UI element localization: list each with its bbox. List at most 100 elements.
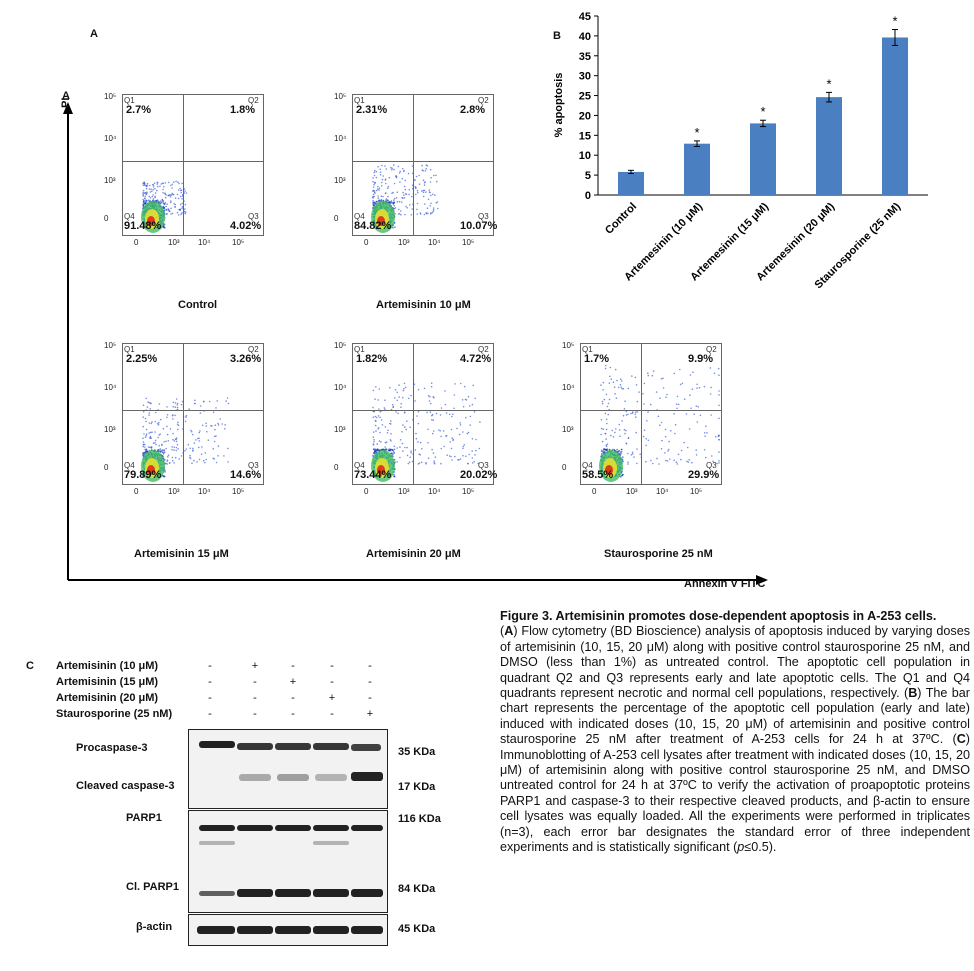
kda-45: 45 KDa <box>398 923 436 935</box>
panel-a-label: A <box>90 28 98 40</box>
treatment-sign: - <box>253 676 257 688</box>
bar <box>750 123 776 195</box>
x-tick: 10⁴ <box>198 487 211 496</box>
treatment-label: Artemisinin (15 μM) <box>56 676 159 688</box>
y-tick-label: 30 <box>579 71 591 83</box>
category-label: Control <box>603 201 639 237</box>
treatment-sign: - <box>208 708 212 720</box>
q4-percent: 91.48% <box>124 220 162 232</box>
q2-percent: 1.8% <box>230 104 256 116</box>
bar <box>618 171 644 195</box>
parp1-label: PARP1 <box>126 812 162 824</box>
q4-percent: 84.82% <box>354 220 392 232</box>
flow-plot: Q1 Q2 Q3 Q4 2.25% 3.26% 79.89% 14.6% 10⁵ 10⁴ 10³ 0 0… <box>82 335 272 560</box>
bar <box>684 143 710 195</box>
y-tick-label: 45 <box>579 11 591 23</box>
y-tick: 10⁵ <box>104 92 117 101</box>
treatment-sign: - <box>253 708 257 720</box>
x-tick: 10⁴ <box>198 238 211 247</box>
x-tick: 10³ <box>398 238 410 247</box>
panel-c-label: C <box>26 660 34 672</box>
cleaved-caspase-label: Cleaved caspase-3 <box>76 780 175 792</box>
y-tick: 10⁴ <box>334 383 347 392</box>
treatment-sign: + <box>251 660 259 672</box>
y-tick-label: 40 <box>579 31 591 43</box>
treatment-sign: - <box>368 676 372 688</box>
quadrant-label: Q3 <box>248 461 259 470</box>
x-tick: 10⁵ <box>462 238 475 247</box>
flow-plot-title: Staurosporine 25 nM <box>604 548 713 560</box>
treatment-label: Artemisinin (20 μM) <box>56 692 159 704</box>
bar <box>882 37 908 196</box>
flow-plot-area <box>580 343 722 485</box>
x-tick: 10³ <box>168 487 180 496</box>
quadrant-label: Q4 <box>354 461 365 470</box>
flow-plot-area <box>122 94 264 236</box>
y-tick-label: 20 <box>579 110 591 122</box>
q3-percent: 4.02% <box>230 220 262 232</box>
flow-plot-title: Artemisinin 10 μM <box>376 299 471 311</box>
quadrant-label: Q2 <box>478 345 489 354</box>
quadrant-label: Q2 <box>248 96 259 105</box>
quadrant-label: Q2 <box>248 345 259 354</box>
q2-percent: 2.8% <box>460 104 486 116</box>
panel-a-side-label: A <box>62 90 70 102</box>
significance-star: * <box>826 76 831 91</box>
flow-plot-title: Artemisinin 20 μM <box>366 548 461 560</box>
quadrant-label: Q1 <box>354 96 365 105</box>
x-tick: 0 <box>364 238 369 247</box>
treatment-sign: - <box>291 660 295 672</box>
flow-plot-area <box>122 343 264 485</box>
treatment-sign: - <box>330 708 334 720</box>
treatment-label: Artemisinin (10 μM) <box>56 660 159 672</box>
quadrant-label: Q1 <box>124 345 135 354</box>
flow-plot: Q1 Q2 Q3 Q4 1.7% 9.9% 58.5% 29.9% 10⁵ 10⁴ 10³ 0 0 10³… <box>540 335 730 560</box>
quadrant-label: Q3 <box>706 461 717 470</box>
caption-c-label: C <box>956 732 966 747</box>
q3-percent: 14.6% <box>230 469 262 481</box>
y-tick: 10⁵ <box>334 92 347 101</box>
caption-b-text: The bar chart represents the percentage … <box>500 686 971 747</box>
pi-axis-label: PI <box>60 97 72 108</box>
caption-a-text: Flow cytometry (BD Bioscience) analysis … <box>500 624 970 701</box>
y-tick: 10⁵ <box>562 341 575 350</box>
treatment-sign: - <box>368 692 372 704</box>
treatment-sign: - <box>330 660 334 672</box>
panel-a-axes <box>63 102 768 585</box>
actin-blot <box>188 914 388 946</box>
y-tick-label: 5 <box>585 170 591 182</box>
q3-percent: 10.07% <box>460 220 498 232</box>
q2-percent: 4.72% <box>460 353 492 365</box>
q4-percent: 79.89% <box>124 469 162 481</box>
kda-116: 116 KDa <box>398 813 441 825</box>
y-tick: 10³ <box>104 425 116 434</box>
x-tick: 10⁵ <box>462 487 475 496</box>
procaspase-label: Procaspase-3 <box>76 742 148 754</box>
treatment-sign: - <box>208 692 212 704</box>
caption-p: p <box>737 840 745 855</box>
y-tick: 0 <box>562 463 567 472</box>
q1-percent: 2.25% <box>126 353 158 365</box>
y-tick: 0 <box>104 214 109 223</box>
quadrant-label: Q3 <box>248 212 259 221</box>
x-tick: 10³ <box>626 487 638 496</box>
treatment-sign: - <box>330 676 334 688</box>
x-tick: 10⁵ <box>232 238 245 247</box>
x-tick: 10⁵ <box>232 487 245 496</box>
significance-star: * <box>760 104 765 119</box>
x-tick: 10⁴ <box>428 238 441 247</box>
significance-star: * <box>694 125 699 140</box>
flow-plot: Q1 Q2 Q3 Q4 1.82% 4.72% 73.44% 20.02% 10⁵ 10⁴ 10³ 0… <box>312 335 502 560</box>
x-tick: 10³ <box>398 487 410 496</box>
kda-35: 35 KDa <box>398 746 436 758</box>
y-tick: 0 <box>104 463 109 472</box>
y-tick: 10⁴ <box>562 383 575 392</box>
x-tick: 10⁴ <box>428 487 441 496</box>
figure-caption: Figure 3. Artemisinin promotes dose-depe… <box>500 609 971 855</box>
flow-plot-title: Control <box>178 299 218 311</box>
treatment-sign: - <box>253 692 257 704</box>
actin-label: β-actin <box>136 921 173 933</box>
caption-end: ≤0.5). <box>744 840 777 855</box>
quadrant-label: Q1 <box>582 345 593 354</box>
